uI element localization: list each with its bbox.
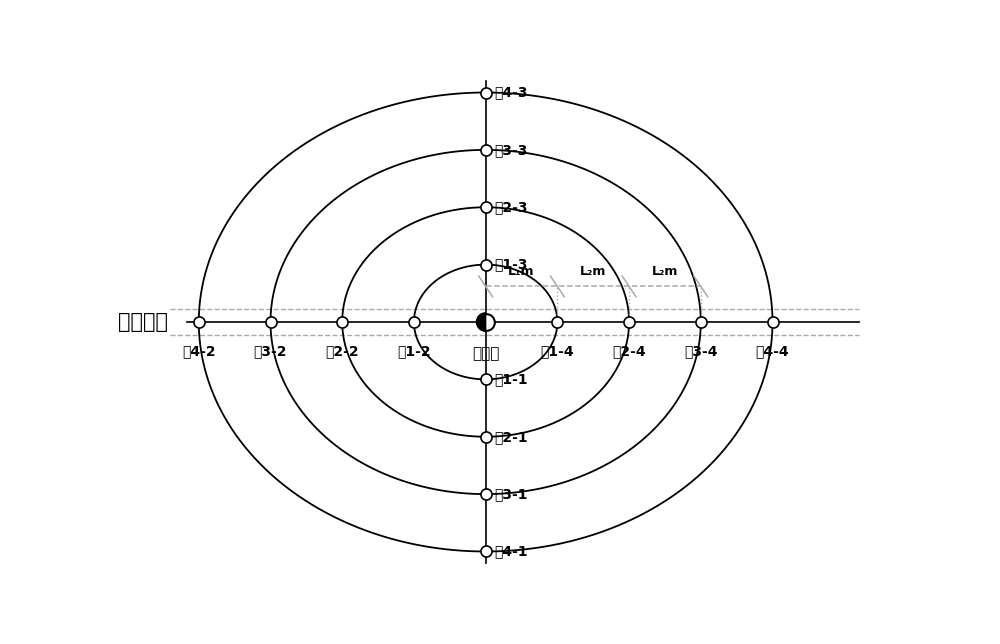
Text: 检2-3: 检2-3 bbox=[494, 200, 528, 214]
Text: 检4-3: 检4-3 bbox=[494, 86, 528, 100]
Text: 检4-1: 检4-1 bbox=[494, 544, 528, 558]
Text: 施工巷道: 施工巷道 bbox=[118, 312, 168, 332]
Text: 检2-4: 检2-4 bbox=[612, 344, 646, 358]
Text: 检1-1: 检1-1 bbox=[494, 372, 528, 386]
Text: 检1-2: 检1-2 bbox=[397, 344, 431, 358]
Text: L₁m: L₁m bbox=[508, 265, 535, 278]
Text: 压裂孔: 压裂孔 bbox=[472, 346, 499, 361]
Text: 检3-4: 检3-4 bbox=[684, 344, 718, 358]
Text: 检1-4: 检1-4 bbox=[541, 344, 574, 358]
Text: 检2-2: 检2-2 bbox=[325, 344, 359, 358]
Text: 检3-3: 检3-3 bbox=[494, 143, 528, 157]
Text: 检3-1: 检3-1 bbox=[494, 487, 528, 501]
Wedge shape bbox=[476, 313, 486, 331]
Text: L₂m: L₂m bbox=[652, 265, 678, 278]
Text: 检3-2: 检3-2 bbox=[254, 344, 287, 358]
Text: 检4-2: 检4-2 bbox=[182, 344, 216, 358]
Text: L₂m: L₂m bbox=[580, 265, 606, 278]
Text: 检2-1: 检2-1 bbox=[494, 430, 528, 444]
Text: 检1-3: 检1-3 bbox=[494, 258, 528, 272]
Text: 检4-4: 检4-4 bbox=[756, 344, 789, 358]
